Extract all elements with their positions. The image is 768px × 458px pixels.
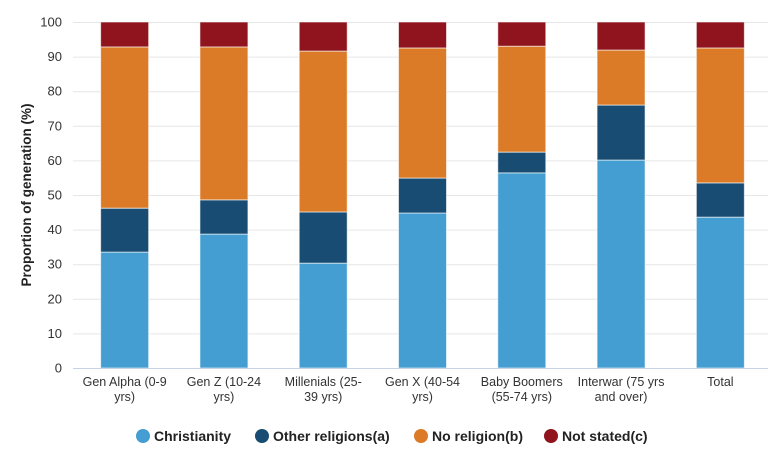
x-tick-label: Baby Boomers (55-74 yrs) bbox=[481, 375, 563, 404]
bar-segment bbox=[497, 172, 547, 369]
bar-segment bbox=[497, 151, 547, 174]
y-tick-label: 80 bbox=[48, 84, 62, 99]
legend-item[interactable]: Christianity bbox=[136, 428, 231, 444]
legend-marker bbox=[544, 429, 558, 443]
bar-segment bbox=[298, 21, 348, 52]
x-tick-label-line: Total bbox=[707, 375, 733, 389]
y-tick-label: 50 bbox=[48, 188, 62, 203]
legend-label: No religion(b) bbox=[432, 428, 523, 444]
bar-segment bbox=[100, 46, 150, 209]
x-tick-label: Millenials (25-39 yrs) bbox=[285, 375, 362, 404]
bar-segment bbox=[298, 50, 348, 213]
y-tick-label: 0 bbox=[55, 361, 62, 376]
y-tick-label: 10 bbox=[48, 326, 62, 341]
x-tick-label-line: yrs) bbox=[214, 390, 235, 404]
bars bbox=[100, 21, 745, 369]
legend-label: Not stated(c) bbox=[562, 428, 648, 444]
y-axis-label: Proportion of generation (%) bbox=[19, 104, 34, 287]
x-tick-label: Total bbox=[707, 375, 733, 389]
bar-segment bbox=[596, 159, 646, 369]
bar-segment bbox=[100, 251, 150, 369]
bar-segment bbox=[596, 21, 646, 51]
y-tick-label: 60 bbox=[48, 153, 62, 168]
bar-segment bbox=[199, 46, 249, 201]
legend-item[interactable]: No religion(b) bbox=[414, 428, 523, 444]
x-tick-label: Interwar (75 yrs and over) bbox=[578, 375, 665, 404]
x-tick-label-line: and over) bbox=[595, 390, 648, 404]
legend-item[interactable]: Not stated(c) bbox=[544, 428, 648, 444]
bar-segment bbox=[100, 21, 150, 48]
x-tick-label-line: 39 yrs) bbox=[304, 390, 342, 404]
y-tick-label: 20 bbox=[48, 291, 62, 306]
legend-marker bbox=[136, 429, 150, 443]
bar-segment bbox=[596, 49, 646, 106]
bar-segment bbox=[199, 21, 249, 48]
bar-segment bbox=[398, 47, 447, 179]
bar-segment bbox=[497, 21, 547, 47]
bar-segment bbox=[398, 21, 447, 49]
x-tick-label: Gen X (40-54 yrs) bbox=[385, 375, 460, 404]
y-tick-label: 30 bbox=[48, 257, 62, 272]
x-tick-label-line: yrs) bbox=[114, 390, 135, 404]
y-tick-label: 100 bbox=[40, 15, 62, 30]
bar-segment bbox=[695, 182, 745, 218]
x-tick-label-line: yrs) bbox=[412, 390, 433, 404]
legend-label: Christianity bbox=[154, 428, 231, 444]
x-axis-ticks: Gen Alpha (0-9 yrs)Gen Z (10-24 yrs)Millen… bbox=[83, 375, 734, 404]
x-tick-label: Gen Alpha (0-9 yrs) bbox=[83, 375, 167, 404]
bar-segment bbox=[695, 216, 745, 369]
bar-segment bbox=[596, 104, 646, 161]
bar-segment bbox=[398, 177, 447, 214]
x-tick-label-line: Interwar (75 yrs bbox=[578, 375, 665, 389]
y-tick-label: 40 bbox=[48, 222, 62, 237]
bar-segment bbox=[695, 21, 745, 49]
bar-segment bbox=[199, 199, 249, 235]
y-tick-label: 90 bbox=[48, 49, 62, 64]
x-tick-label-line: Baby Boomers bbox=[481, 375, 563, 389]
bar-segment bbox=[199, 233, 249, 369]
legend-marker bbox=[414, 429, 428, 443]
y-tick-label: 70 bbox=[48, 118, 62, 133]
bar-segment bbox=[100, 207, 150, 253]
x-tick-label-line: (55-74 yrs) bbox=[492, 390, 552, 404]
bar-segment bbox=[298, 262, 348, 369]
bar-segment bbox=[298, 211, 348, 264]
legend: Christianity Other religions(a) No religio… bbox=[136, 428, 648, 444]
x-tick-label: Gen Z (10-24 yrs) bbox=[187, 375, 261, 404]
legend-marker bbox=[255, 429, 269, 443]
legend-item[interactable]: Other religions(a) bbox=[255, 428, 390, 444]
x-tick-label-line: Gen Z (10-24 bbox=[187, 375, 261, 389]
x-tick-label-line: Gen X (40-54 bbox=[385, 375, 460, 389]
y-axis-ticks: 0 10 20 30 40 50 60 70 80 90 100 bbox=[40, 15, 62, 376]
x-tick-label-line: Millenials (25- bbox=[285, 375, 362, 389]
bar-segment bbox=[695, 47, 745, 184]
legend-label: Other religions(a) bbox=[273, 428, 390, 444]
bar-segment bbox=[497, 45, 547, 153]
x-tick-label-line: Gen Alpha (0-9 bbox=[83, 375, 167, 389]
bar-segment bbox=[398, 212, 447, 369]
